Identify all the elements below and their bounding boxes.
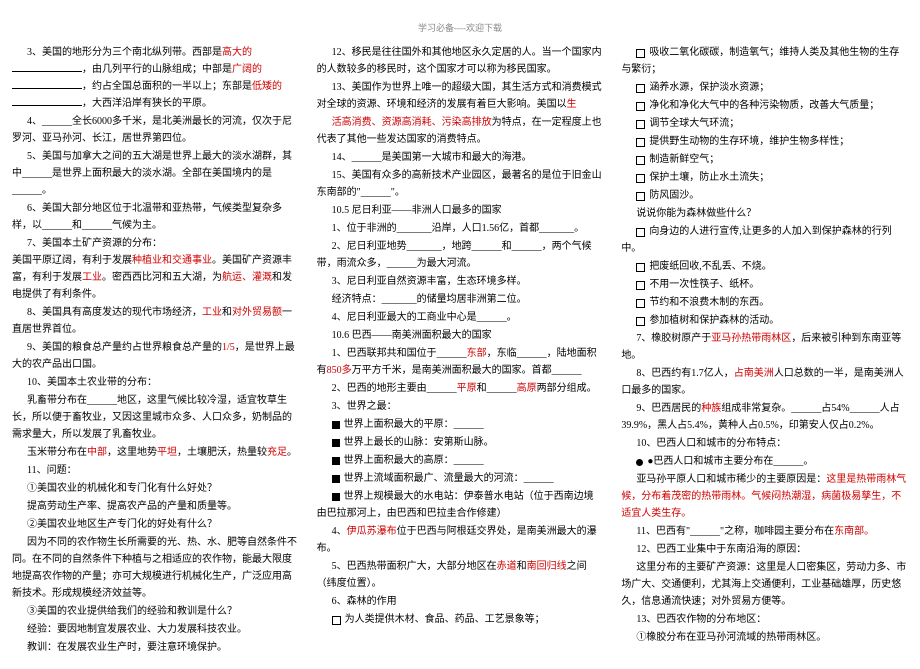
text: ①美国农业的机械化和专门化有什么好处？ — [12, 480, 299, 497]
list-item: 不用一次性筷子、纸杯。 — [621, 276, 908, 293]
text: 5、美国与加拿大之间的五大湖是世界上最大的淡水湖群，其中______是世界上面积… — [12, 148, 299, 199]
text: 3、世界之最： — [317, 398, 604, 415]
list-item: 向身边的人进行宣传,让更多的人加入到保护森林的行列中。 — [621, 223, 908, 257]
document-columns: 3、美国的地形分为三个南北纵列带。西部是高大的，由几列平行的山脉组成；中部是广阔… — [12, 44, 908, 657]
text: 活高消费、资源高消耗、污染高排放为特点，在一定程度上也代表了其他一些发达国家的消… — [317, 114, 604, 148]
text: 13、美国作为世界上唯一的超级大国，其生活方式和消费模式对全球的资源、环境和经济… — [317, 79, 604, 113]
list-item: 世界上最长的山脉：安第斯山脉。 — [317, 434, 604, 451]
text: 经验：要因地制宜发展农业、大力发展科技农业。 — [12, 621, 299, 638]
list-item: 为人类提供木材、食品、药品、工艺景象等； — [317, 611, 604, 628]
list-item: 净化和净化大气中的各种污染物质，改善大气质量； — [621, 97, 908, 114]
text: ①橡胶分布在亚马孙河流域的热带雨林区。 — [621, 629, 908, 646]
text: 12、巴西工业集中于东南沿海的原因： — [621, 541, 908, 558]
text: 1、位于非洲的_______沿岸，人口1.56亿，首都_______。 — [317, 220, 604, 237]
text: 10.5 尼日利亚——非洲人口最多的国家 — [317, 202, 604, 219]
list-item: 世界上面积最大的平原：______ — [317, 416, 604, 433]
text: 说说你能为森林做些什么？ — [621, 205, 908, 222]
list-item: ●巴西人口和城市主要分布在______。 — [621, 453, 908, 470]
text: 亚马孙平原人口和城市稀少的主要原因是：这里是热带雨林气候，分布着茂密的热带雨林。… — [621, 471, 908, 522]
list-item: 制造新鲜空气； — [621, 151, 908, 168]
text: 15、美国有众多的高新技术产业园区，最著名的是位于旧金山东南部的"______"… — [317, 167, 604, 201]
text: 因为不同的农作物生长所需要的光、热、水、肥等自然条件不同。在不同的自然条件下种植… — [12, 534, 299, 602]
text: 9、美国的粮食总产量约占世界粮食总产量的1/5，是世界上最大的农产品出口国。 — [12, 339, 299, 373]
text: 经济特点：_______的储量均居非洲第二位。 — [317, 291, 604, 308]
page-header: 学习必备----欢迎下载 — [12, 21, 908, 36]
list-item: 提供野生动物的生存环境，维护生物多样性； — [621, 133, 908, 150]
text: 8、巴西约有1.7亿人，占南美洲人口总数的一半，是南美洲人口最多的国家。 — [621, 365, 908, 399]
text: 1、巴西联邦共和国位于______东部，东临______，陆地面积有850多万平… — [317, 345, 604, 379]
text: 4、伊瓜苏瀑布位于巴西与阿根廷交界处，是南美洲最大的瀑布。 — [317, 523, 604, 557]
text: 教训：在发展农业生产时，要注意环境保护。 — [12, 639, 299, 656]
text: 10.6 巴西——南美洲面积最大的国家 — [317, 327, 604, 344]
text: 4、尼日利亚最大的工商业中心是______。 — [317, 309, 604, 326]
list-item: 世界上规模最大的水电站：伊泰普水电站（位于西南边境由巴拉那河上，由巴西和巴拉圭合… — [317, 488, 604, 522]
list-item: 世界上流域面积最广、流量最大的河流：______ — [317, 470, 604, 487]
list-item: 调节全球大气环流； — [621, 115, 908, 132]
list-item: 把废纸回收,不乱丢、不烧。 — [621, 258, 908, 275]
text: 6、森林的作用 — [317, 593, 604, 610]
list-item: 参加植树和保护森林的活动。 — [621, 312, 908, 329]
text: 4、______全长6000多千米，是北美洲最长的河流，仅次于尼罗河、亚马孙河、… — [12, 113, 299, 147]
list-item: 吸收二氧化碳碳，制造氧气；维持人类及其他生物的生存与繁衍； — [621, 44, 908, 78]
text: 13、巴西农作物的分布地区： — [621, 611, 908, 628]
text: 2、尼日利亚地势_______，地跨______和______，两个气候带，雨流… — [317, 238, 604, 272]
list-item: 保护土壤，防止水土流失； — [621, 169, 908, 186]
text: 5、巴西热带面积广大，大部分地区在赤道和南回归线之间（纬度位置）。 — [317, 558, 604, 592]
list-item: 世界上面积最大的高原：______ — [317, 452, 604, 469]
text: 10、巴西人口和城市的分布特点： — [621, 435, 908, 452]
list-item: 防风固沙。 — [621, 187, 908, 204]
text: 这里分布的主要矿产资源：这里是人口密集区，劳动力多、市场广大、交通便利，尤其海上… — [621, 559, 908, 610]
text: 3、尼日利亚自然资源丰富，生态环境多样。 — [317, 273, 604, 290]
text: ②美国农业地区生产专门化的好处有什么？ — [12, 516, 299, 533]
text: 14、______是美国第一大城市和最大的海港。 — [317, 149, 604, 166]
text: 玉米带分布在中部，这里地势平坦，土壤肥沃，热量较充足。 — [12, 444, 299, 461]
text: 7、美国本土矿产资源的分布：美国平原辽阔，有利于发展种植业和交通事业。美国矿产资… — [12, 235, 299, 303]
text: 2、巴西的地形主要由______平原和______高原两部分组成。 — [317, 380, 604, 397]
text: 提高劳动生产率、提高农产品的产量和质量等。 — [12, 498, 299, 515]
list-item: 节约和不浪费木制的东西。 — [621, 294, 908, 311]
list-item: 涵养水源，保护淡水资源； — [621, 79, 908, 96]
text: 7、橡胶树原产于亚马孙热带雨林区，后来被引种到东南亚等地。 — [621, 330, 908, 364]
text: 6、美国大部分地区位于北温带和亚热带，气候类型复杂多样，以______和____… — [12, 200, 299, 234]
text: 9、巴西居民的种族组成非常复杂。______占54%______人占39.9%，… — [621, 400, 908, 434]
text: 10、美国本土农业带的分布： — [12, 374, 299, 391]
text: 12、移民是往往国外和其他地区永久定居的人。当一个国家内的人数较多的移民时，这个… — [317, 44, 604, 78]
text: 3、美国的地形分为三个南北纵列带。西部是高大的，由几列平行的山脉组成；中部是广阔… — [12, 44, 299, 112]
text: 11、问题： — [12, 462, 299, 479]
text: 8、美国具有高度发达的现代市场经济，工业和对外贸易额一直居世界首位。 — [12, 304, 299, 338]
text: ③美国的农业提供给我们的经验和教训是什么？ — [12, 603, 299, 620]
text: 乳畜带分布在______地区，这里气候比较冷湿，适宜牧草生长，所以便于畜牧业，又… — [12, 392, 299, 443]
text: 11、巴西有"______"之称，咖啡园主要分布在东南部。 — [621, 523, 908, 540]
